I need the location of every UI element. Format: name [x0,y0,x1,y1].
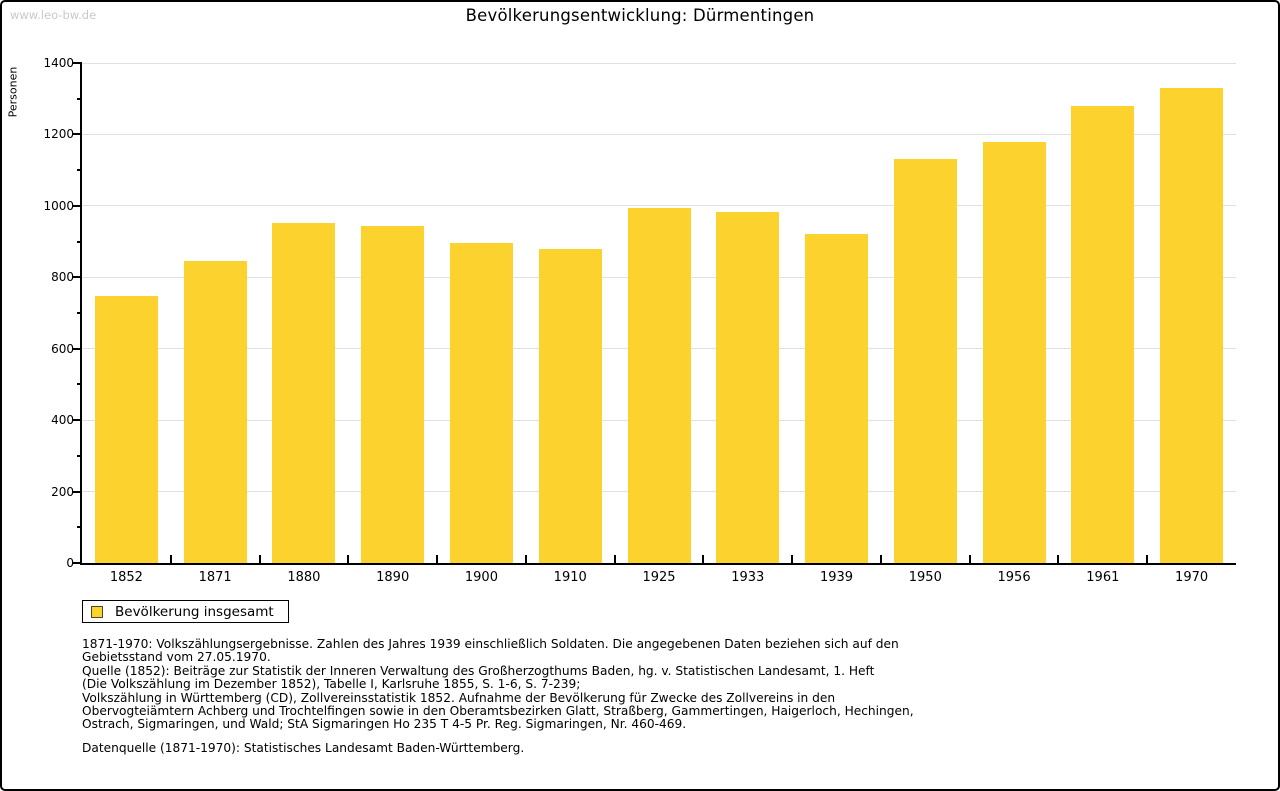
y-axis-minor-tick [77,526,82,529]
y-axis-tick-label: 0 [66,556,74,570]
x-axis-label-1890: 1890 [376,570,410,585]
x-axis-boundary-tick [436,555,439,563]
y-axis-major-tick [73,562,82,564]
y-axis-tick-label: 1000 [43,198,74,213]
bar-1925 [627,208,691,563]
bar-1950 [893,159,957,563]
y-axis-minor-tick [77,383,82,386]
bar-1956 [982,141,1046,563]
bar-1910 [538,249,602,563]
x-axis-boundary-tick [258,555,261,563]
x-axis-label-1956: 1956 [997,570,1031,585]
x-axis-label-1933: 1933 [731,570,765,585]
footnote-line: Gebietsstand vom 27.05.1970. [82,650,271,665]
bar-1890 [361,225,425,563]
footnote-line: Quelle (1852): Beiträge zur Statistik de… [82,663,875,678]
x-axis-boundary-tick [347,555,350,563]
footnote-line: Volkszählung in Württemberg (CD), Zollve… [82,690,836,705]
x-axis-label-1925: 1925 [642,570,676,585]
x-axis-label-1961: 1961 [1086,570,1120,585]
bar-1871 [183,261,247,563]
footnotes: 1871-1970: Volkszählungsergebnisse. Zahl… [82,637,1212,732]
footnote-line: Ostrach, Sigmaringen, und Wald; StA Sigm… [82,717,687,732]
datasource-note: Datenquelle (1871-1970): Statistisches L… [82,741,525,755]
gridline-1200 [82,133,1236,135]
y-axis-minor-tick [77,97,82,100]
y-axis-title: Personen [6,66,20,118]
x-axis-boundary-tick [524,555,527,563]
x-axis-boundary-tick [968,555,971,563]
bar-1970 [1160,88,1224,563]
y-axis-tick-label: 600 [51,341,74,356]
y-axis-minor-tick [77,240,82,243]
gridline-1000 [82,205,1236,207]
legend-swatch-icon [91,605,103,618]
y-axis-major-tick [73,133,82,136]
x-axis-boundary-tick [791,555,794,563]
y-axis-tick-label: 800 [51,270,74,285]
gridline-1400 [82,62,1236,64]
y-axis-major-tick [73,62,82,64]
x-axis-boundary-tick [613,555,616,563]
bar-1933 [716,211,780,563]
x-axis-boundary-tick [169,555,172,563]
x-axis-boundary-tick [879,555,882,563]
plot-area: 0 200 400 600 800 1000 1200 1400 1852 1871 1880 189… [43,56,1236,585]
y-axis-minor-tick [77,169,82,172]
x-axis-label-1950: 1950 [908,570,942,585]
x-axis-label-1880: 1880 [287,570,321,585]
x-axis-label-1900: 1900 [464,570,498,585]
x-axis-label-1910: 1910 [553,570,587,585]
x-axis-label-1871: 1871 [198,570,232,585]
y-axis-tick-label: 400 [51,413,74,428]
y-axis-major-tick [73,419,82,422]
y-axis-major-tick [73,347,82,350]
footnote-line: 1871-1970: Volkszählungsergebnisse. Zahl… [82,637,899,651]
y-axis-major-tick [73,490,82,493]
bar-1880 [272,222,336,563]
x-axis-boundary-tick [1057,555,1060,563]
y-axis-minor-tick [77,312,82,314]
x-axis-label-1970: 1970 [1175,570,1209,585]
x-axis-label-1939: 1939 [819,570,854,585]
x-axis-label-1852: 1852 [109,570,143,585]
footnote-line: (Die Volkszählung im Dezember 1852), Tab… [82,677,581,692]
y-axis-major-tick [73,276,82,279]
y-axis-tick-label: 200 [51,484,74,499]
legend-label: Bevölkerung insgesamt [115,603,274,620]
chart-title: Bevölkerungsentwicklung: Dürmentingen [465,6,815,25]
legend-box: Bevölkerung insgesamt [82,600,289,623]
watermark: www.leo-bw.de [10,8,97,22]
x-axis-boundary-tick [702,555,705,563]
bar-1939 [805,234,869,563]
y-axis-tick-label: 1400 [43,56,74,70]
y-axis-tick-label: 1200 [43,127,74,142]
footnote-line: Obervogteiämtern Achberg und Trochtelfin… [82,704,914,719]
x-axis-boundary-tick [1146,555,1149,563]
y-axis-major-tick [73,204,82,207]
y-axis-minor-tick [77,454,82,457]
bar-1900 [449,243,513,563]
bar-1852 [94,295,158,563]
bar-1961 [1071,105,1135,563]
